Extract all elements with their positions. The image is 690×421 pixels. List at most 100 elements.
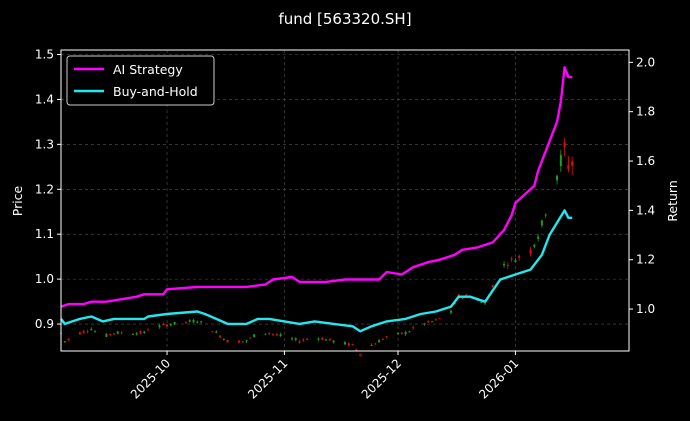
candle-body <box>351 343 354 345</box>
candle-body <box>344 342 346 345</box>
candle-body <box>537 236 540 239</box>
candle-body <box>78 332 81 335</box>
candle-body <box>245 340 248 342</box>
candle-body <box>355 349 358 351</box>
candle-body <box>332 340 335 343</box>
candle-body <box>86 331 89 333</box>
candle-body <box>465 294 468 296</box>
candle-body <box>510 258 513 260</box>
candle-body <box>63 341 66 343</box>
y-left-tick-label: 1.2 <box>35 182 54 196</box>
y-right-tick-label: 1.2 <box>636 253 655 267</box>
candle-body <box>540 220 543 226</box>
candle-body <box>82 330 85 333</box>
y-axis-right-label: Return <box>665 180 680 221</box>
candle-body <box>385 336 388 338</box>
candle-body <box>533 244 536 247</box>
candle-body <box>211 331 214 333</box>
series-layer <box>60 66 573 333</box>
y-left-tick-label: 1.3 <box>35 137 54 151</box>
candle-body <box>302 339 305 341</box>
y-left-tick-label: 1.1 <box>35 227 54 241</box>
candle-body <box>400 332 403 335</box>
candle-body <box>143 331 146 334</box>
candle-body <box>116 331 119 334</box>
candle-body <box>544 214 547 216</box>
candle-body <box>147 329 150 331</box>
candle-body <box>506 264 509 266</box>
candle-body <box>94 331 97 333</box>
y-right-tick-label: 1.4 <box>636 203 655 217</box>
candle-body <box>192 319 195 323</box>
candle-body <box>476 300 479 302</box>
y-right-tick-label: 2.0 <box>636 55 655 69</box>
candle-body <box>412 327 415 329</box>
candle-body <box>563 142 566 148</box>
candle-body <box>427 320 430 323</box>
candle-body <box>294 338 297 340</box>
y-axis-left-label: Price <box>10 185 25 216</box>
series-line-buy-and-hold <box>60 209 573 333</box>
candle-body <box>120 332 123 334</box>
candle-body <box>404 332 407 335</box>
candle-body <box>306 339 309 341</box>
candle-body <box>226 340 229 343</box>
candle-body <box>325 339 328 341</box>
candle-body <box>249 337 252 339</box>
candle-body <box>196 321 199 323</box>
candle-body <box>200 321 203 323</box>
y-right-tick-label: 1.0 <box>636 302 655 316</box>
candle-body <box>571 161 574 166</box>
candle-body <box>188 320 191 322</box>
plot-frame <box>60 49 630 352</box>
candle-body <box>408 331 411 333</box>
candle-body <box>423 323 426 325</box>
candle-body <box>158 325 161 328</box>
candlestick-layer <box>60 137 574 357</box>
candle-body <box>131 333 134 335</box>
candle-body <box>518 255 521 258</box>
candle-body <box>370 345 373 347</box>
y-left-tick-label: 1.5 <box>35 47 54 61</box>
candle-body <box>457 294 460 297</box>
candle-body <box>556 175 559 181</box>
candle-body <box>173 321 176 325</box>
candle-body <box>253 334 256 338</box>
candle-body <box>135 333 138 335</box>
candle-body <box>241 341 244 343</box>
legend-label-ai-strategy: AI Strategy <box>113 62 183 77</box>
y-right-tick-label: 1.8 <box>636 105 655 119</box>
candle-body <box>166 324 169 327</box>
candle-body <box>275 334 278 336</box>
y-right-tick-label: 1.6 <box>636 154 655 168</box>
candle-body <box>298 341 301 343</box>
candle-body <box>264 333 267 335</box>
candle-body <box>237 340 240 343</box>
candle-body <box>219 335 222 338</box>
candle-body <box>567 164 570 170</box>
candle-body <box>169 324 172 326</box>
candle-body <box>109 334 112 336</box>
candle-body <box>397 332 400 334</box>
candle-body <box>268 333 271 335</box>
series-line-ai-strategy <box>60 66 573 308</box>
candle-body <box>438 318 441 320</box>
candle-body <box>503 263 506 266</box>
candle-body <box>328 338 331 341</box>
candle-body <box>347 343 350 346</box>
candle-body <box>317 338 320 340</box>
candle-body <box>491 285 494 287</box>
y-left-tick-label: 1.4 <box>35 92 54 106</box>
y-left-tick-label: 1.0 <box>35 272 54 286</box>
candle-body <box>484 303 487 305</box>
candle-body <box>222 338 225 340</box>
chart-title: fund [563320.SH] <box>278 10 411 28</box>
legend-label-buy-and-hold: Buy-and-Hold <box>113 84 198 99</box>
candle-body <box>113 333 116 335</box>
candle-body <box>272 333 275 335</box>
candle-body <box>139 331 142 334</box>
candle-body <box>374 343 377 345</box>
candle-body <box>378 340 381 343</box>
